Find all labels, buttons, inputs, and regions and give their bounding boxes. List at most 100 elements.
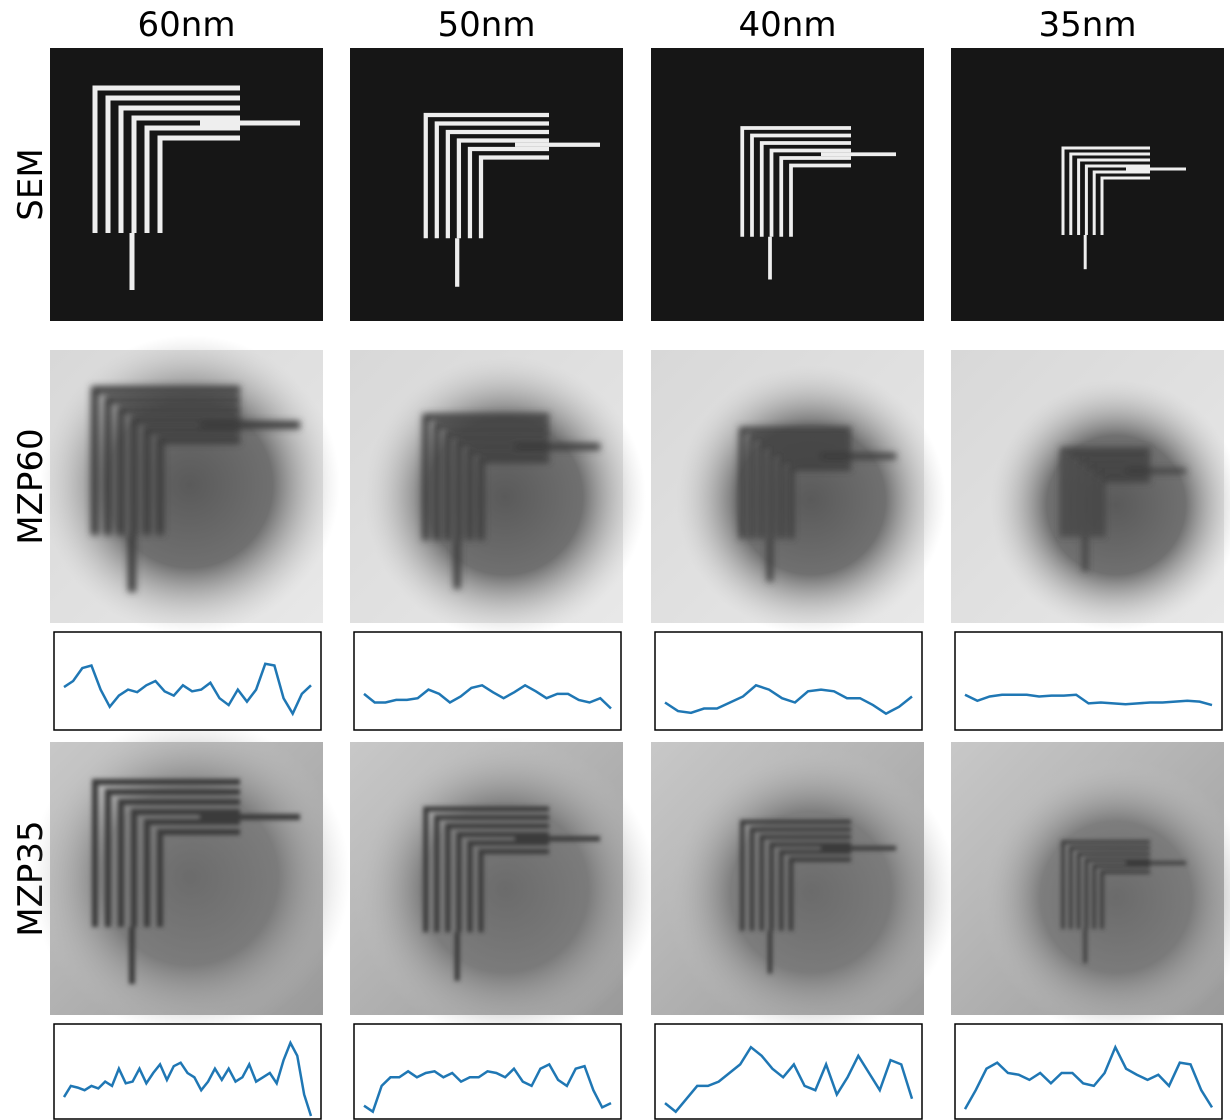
pattern-line <box>759 141 851 237</box>
profile-box <box>654 631 923 731</box>
pattern-line <box>749 434 851 539</box>
pattern-line <box>1076 852 1150 929</box>
column-header: 40nm <box>739 5 837 45</box>
pattern <box>1061 840 1186 964</box>
pattern-line <box>104 396 240 535</box>
pattern-line <box>92 85 240 233</box>
pattern-line <box>117 406 240 535</box>
pattern-line <box>788 464 851 539</box>
pattern <box>423 806 600 981</box>
mzp35-image <box>951 742 1230 1035</box>
halo <box>676 365 946 635</box>
pattern-line <box>1068 453 1150 537</box>
mzp60-image <box>651 350 946 635</box>
pattern-line <box>130 416 240 535</box>
pattern-line <box>478 155 549 239</box>
pattern <box>1061 146 1186 270</box>
column-header: 35nm <box>1039 5 1137 45</box>
pattern-line <box>1084 858 1150 929</box>
pattern-line <box>789 163 851 237</box>
pattern-line <box>759 834 851 931</box>
pattern-line <box>466 447 549 541</box>
sem-image <box>50 48 323 321</box>
pattern-line <box>157 829 240 927</box>
sem-image <box>651 48 924 321</box>
profile-box <box>353 631 622 731</box>
profile-line <box>63 662 312 717</box>
pattern-line <box>769 842 851 931</box>
halo <box>30 717 350 1037</box>
profile-line <box>363 683 612 710</box>
pattern-line <box>433 422 549 541</box>
pattern-line <box>1061 146 1150 235</box>
pattern-line <box>1076 459 1150 537</box>
pattern <box>740 819 896 974</box>
pattern-line <box>131 809 240 927</box>
pattern-line <box>118 105 240 233</box>
pattern-line <box>444 430 549 541</box>
pattern <box>92 85 300 290</box>
column-header: 60nm <box>138 5 236 45</box>
mzp35-image <box>350 737 657 1041</box>
pattern-line <box>456 138 549 239</box>
pattern-line <box>740 126 851 237</box>
pattern-line <box>779 849 851 931</box>
pattern-line <box>467 146 549 239</box>
pattern-line <box>434 121 549 239</box>
pattern-line <box>1092 864 1150 929</box>
column-header: 50nm <box>438 5 536 45</box>
mzp60-image <box>350 350 646 638</box>
pattern-line <box>445 129 549 239</box>
pattern-line <box>478 848 549 933</box>
pattern-line <box>144 819 240 927</box>
halo <box>364 356 646 638</box>
pattern-line <box>467 840 549 933</box>
mzp60-image <box>40 335 340 635</box>
pattern <box>423 112 600 287</box>
pattern-line <box>423 806 549 933</box>
pattern-line <box>118 799 240 927</box>
profile-line <box>963 1044 1214 1110</box>
sem-image <box>350 48 623 321</box>
pattern-line <box>455 439 549 541</box>
pattern-line <box>750 133 851 237</box>
pattern-line <box>156 436 240 535</box>
pattern <box>1060 447 1186 572</box>
halo <box>665 746 957 1038</box>
pattern-line <box>157 135 240 233</box>
mzp60-image <box>951 350 1230 631</box>
profile-line <box>62 1039 313 1117</box>
pattern-line <box>422 413 549 541</box>
profile-box <box>954 1023 1223 1120</box>
pattern <box>422 413 600 589</box>
pattern-line <box>1060 447 1150 537</box>
pattern-line <box>749 827 851 931</box>
halo <box>40 335 340 635</box>
pattern-line <box>1100 176 1150 235</box>
pattern-line <box>144 125 240 233</box>
pattern-line <box>779 156 851 237</box>
pattern-line <box>758 442 851 539</box>
pattern-line <box>739 427 851 539</box>
pattern-line <box>445 823 549 933</box>
pattern-line <box>143 426 240 535</box>
pattern-line <box>423 112 549 239</box>
mzp35-image <box>30 717 350 1037</box>
pattern <box>739 427 896 582</box>
pattern-line <box>477 456 549 541</box>
pattern-line <box>434 814 549 933</box>
mzp35-image <box>651 742 957 1038</box>
pattern-line <box>1061 840 1150 929</box>
pattern-line <box>1084 465 1150 537</box>
pattern-line <box>788 857 851 931</box>
pattern <box>740 126 896 280</box>
pattern-line <box>91 386 240 535</box>
pattern <box>92 779 300 984</box>
profile-line <box>664 1045 914 1114</box>
image-bg <box>350 48 623 321</box>
pattern-line <box>768 449 851 539</box>
row-label: SEM <box>11 148 51 220</box>
pattern-line <box>740 819 851 931</box>
